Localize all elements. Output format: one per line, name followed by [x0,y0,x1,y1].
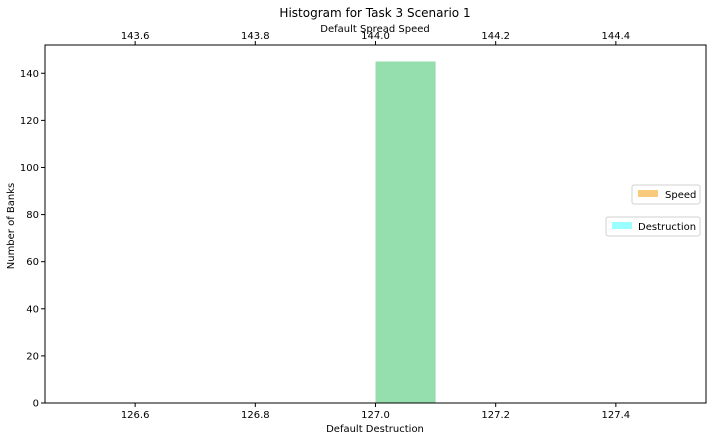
x-axis-top-ticks: 143.6 143.8 144.0 144.2 144.4 [121,31,630,45]
x-tick-label: 126.6 [121,410,150,421]
x2-tick-label: 143.6 [121,31,150,42]
y-tick-label: 120 [20,116,39,127]
y-tick-label: 20 [26,351,39,362]
legend-speed-box [631,184,701,205]
x2-tick-label: 144.2 [481,31,510,42]
x-tick-label: 126.8 [241,410,270,421]
legend-destruction: Destruction [605,216,701,237]
y-tick-label: 140 [20,69,39,80]
y-tick-label: 0 [33,399,39,410]
x-tick-label: 127.0 [361,410,390,421]
chart-title: Histogram for Task 3 Scenario 1 [279,6,470,20]
top-axis-label: Default Spread Speed [320,24,429,35]
bar-speed-0 [375,61,436,403]
x-tick-label: 127.2 [481,410,510,421]
y-tick-label: 100 [20,163,39,174]
legend-destruction-swatch [612,222,632,229]
y-tick-label: 80 [26,210,39,221]
plot-frame [44,44,707,404]
y-tick-label: 40 [26,304,39,315]
x-axis-bottom-ticks: 126.6 126.8 127.0 127.2 127.4 [121,403,630,421]
x2-tick-label: 143.8 [241,31,270,42]
x2-tick-label: 144.0 [361,31,390,42]
legend-speed-label: Speed [665,190,696,201]
legend-destruction-label: Destruction [638,222,696,233]
y-axis-ticks: 0 20 40 60 80 100 120 140 [20,69,45,410]
bars-group [375,61,436,403]
legend-destruction-box [605,216,701,237]
bar-destruction-0 [375,61,436,403]
bottom-axis-label: Default Destruction [326,424,424,435]
y-axis-label: Number of Banks [6,183,17,270]
legend-speed-swatch [638,190,658,197]
x-tick-label: 127.4 [602,410,631,421]
y-tick-label: 60 [26,257,39,268]
x2-tick-label: 144.4 [602,31,631,42]
legend-speed: Speed [631,184,701,205]
